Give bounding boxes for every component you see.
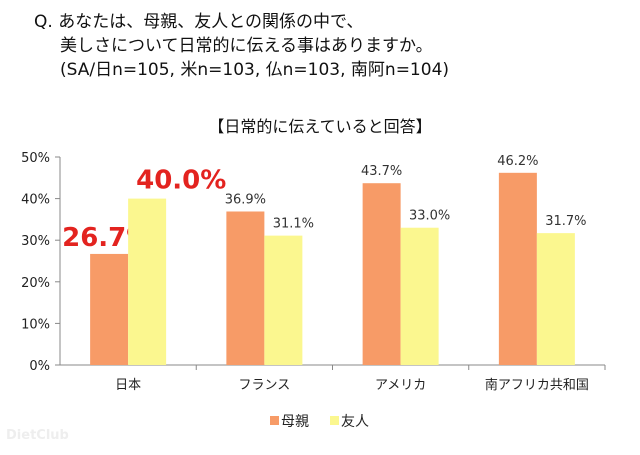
x-tick-label: フランス <box>239 378 291 393</box>
bar-friend <box>264 235 303 365</box>
x-tick-label: アメリカ <box>375 378 426 393</box>
bar-mother <box>90 253 129 365</box>
y-tick-label: 0% <box>29 359 50 374</box>
data-label: 33.0% <box>409 209 450 224</box>
legend-label: 母親 <box>281 414 309 430</box>
data-label-highlight: 40.0% <box>136 166 226 196</box>
x-tick-label: 日本 <box>115 378 141 393</box>
legend-swatch <box>270 416 279 425</box>
question-line-2: 美しさについて日常的に伝える事はありますか。 <box>60 36 433 56</box>
y-tick-label: 20% <box>21 276 50 291</box>
bar-mother <box>362 183 401 365</box>
y-tick-label: 10% <box>21 317 50 332</box>
data-label: 36.9% <box>225 192 266 207</box>
x-tick-label: 南アフリカ共和国 <box>485 377 589 393</box>
bar-mother <box>226 211 265 365</box>
y-tick-label: 30% <box>21 234 50 249</box>
y-tick-label: 50% <box>21 151 50 166</box>
watermark-logo: DietClub <box>6 428 69 443</box>
data-label: 46.2% <box>497 154 538 169</box>
legend-label: 友人 <box>341 414 369 430</box>
legend-swatch <box>330 416 339 425</box>
data-label: 43.7% <box>361 164 402 179</box>
question-line-3: (SA/日n=105, 米n=103, 仏n=103, 南阿n=104) <box>60 60 450 80</box>
question-text: Q. あなたは、母親、友人との関係の中で、 美しさについて日常的に伝える事はあり… <box>34 10 449 82</box>
data-label: 31.7% <box>545 214 586 229</box>
question-line-1: Q. あなたは、母親、友人との関係の中で、 <box>34 12 364 32</box>
bar-friend <box>400 227 439 365</box>
bar-friend <box>536 233 575 365</box>
data-label: 31.1% <box>273 217 314 232</box>
bar-mother <box>498 172 537 365</box>
chart-title: 【日常的に伝えていると回答】 <box>208 117 432 136</box>
y-tick-label: 40% <box>21 193 50 208</box>
bar-friend <box>128 198 167 365</box>
